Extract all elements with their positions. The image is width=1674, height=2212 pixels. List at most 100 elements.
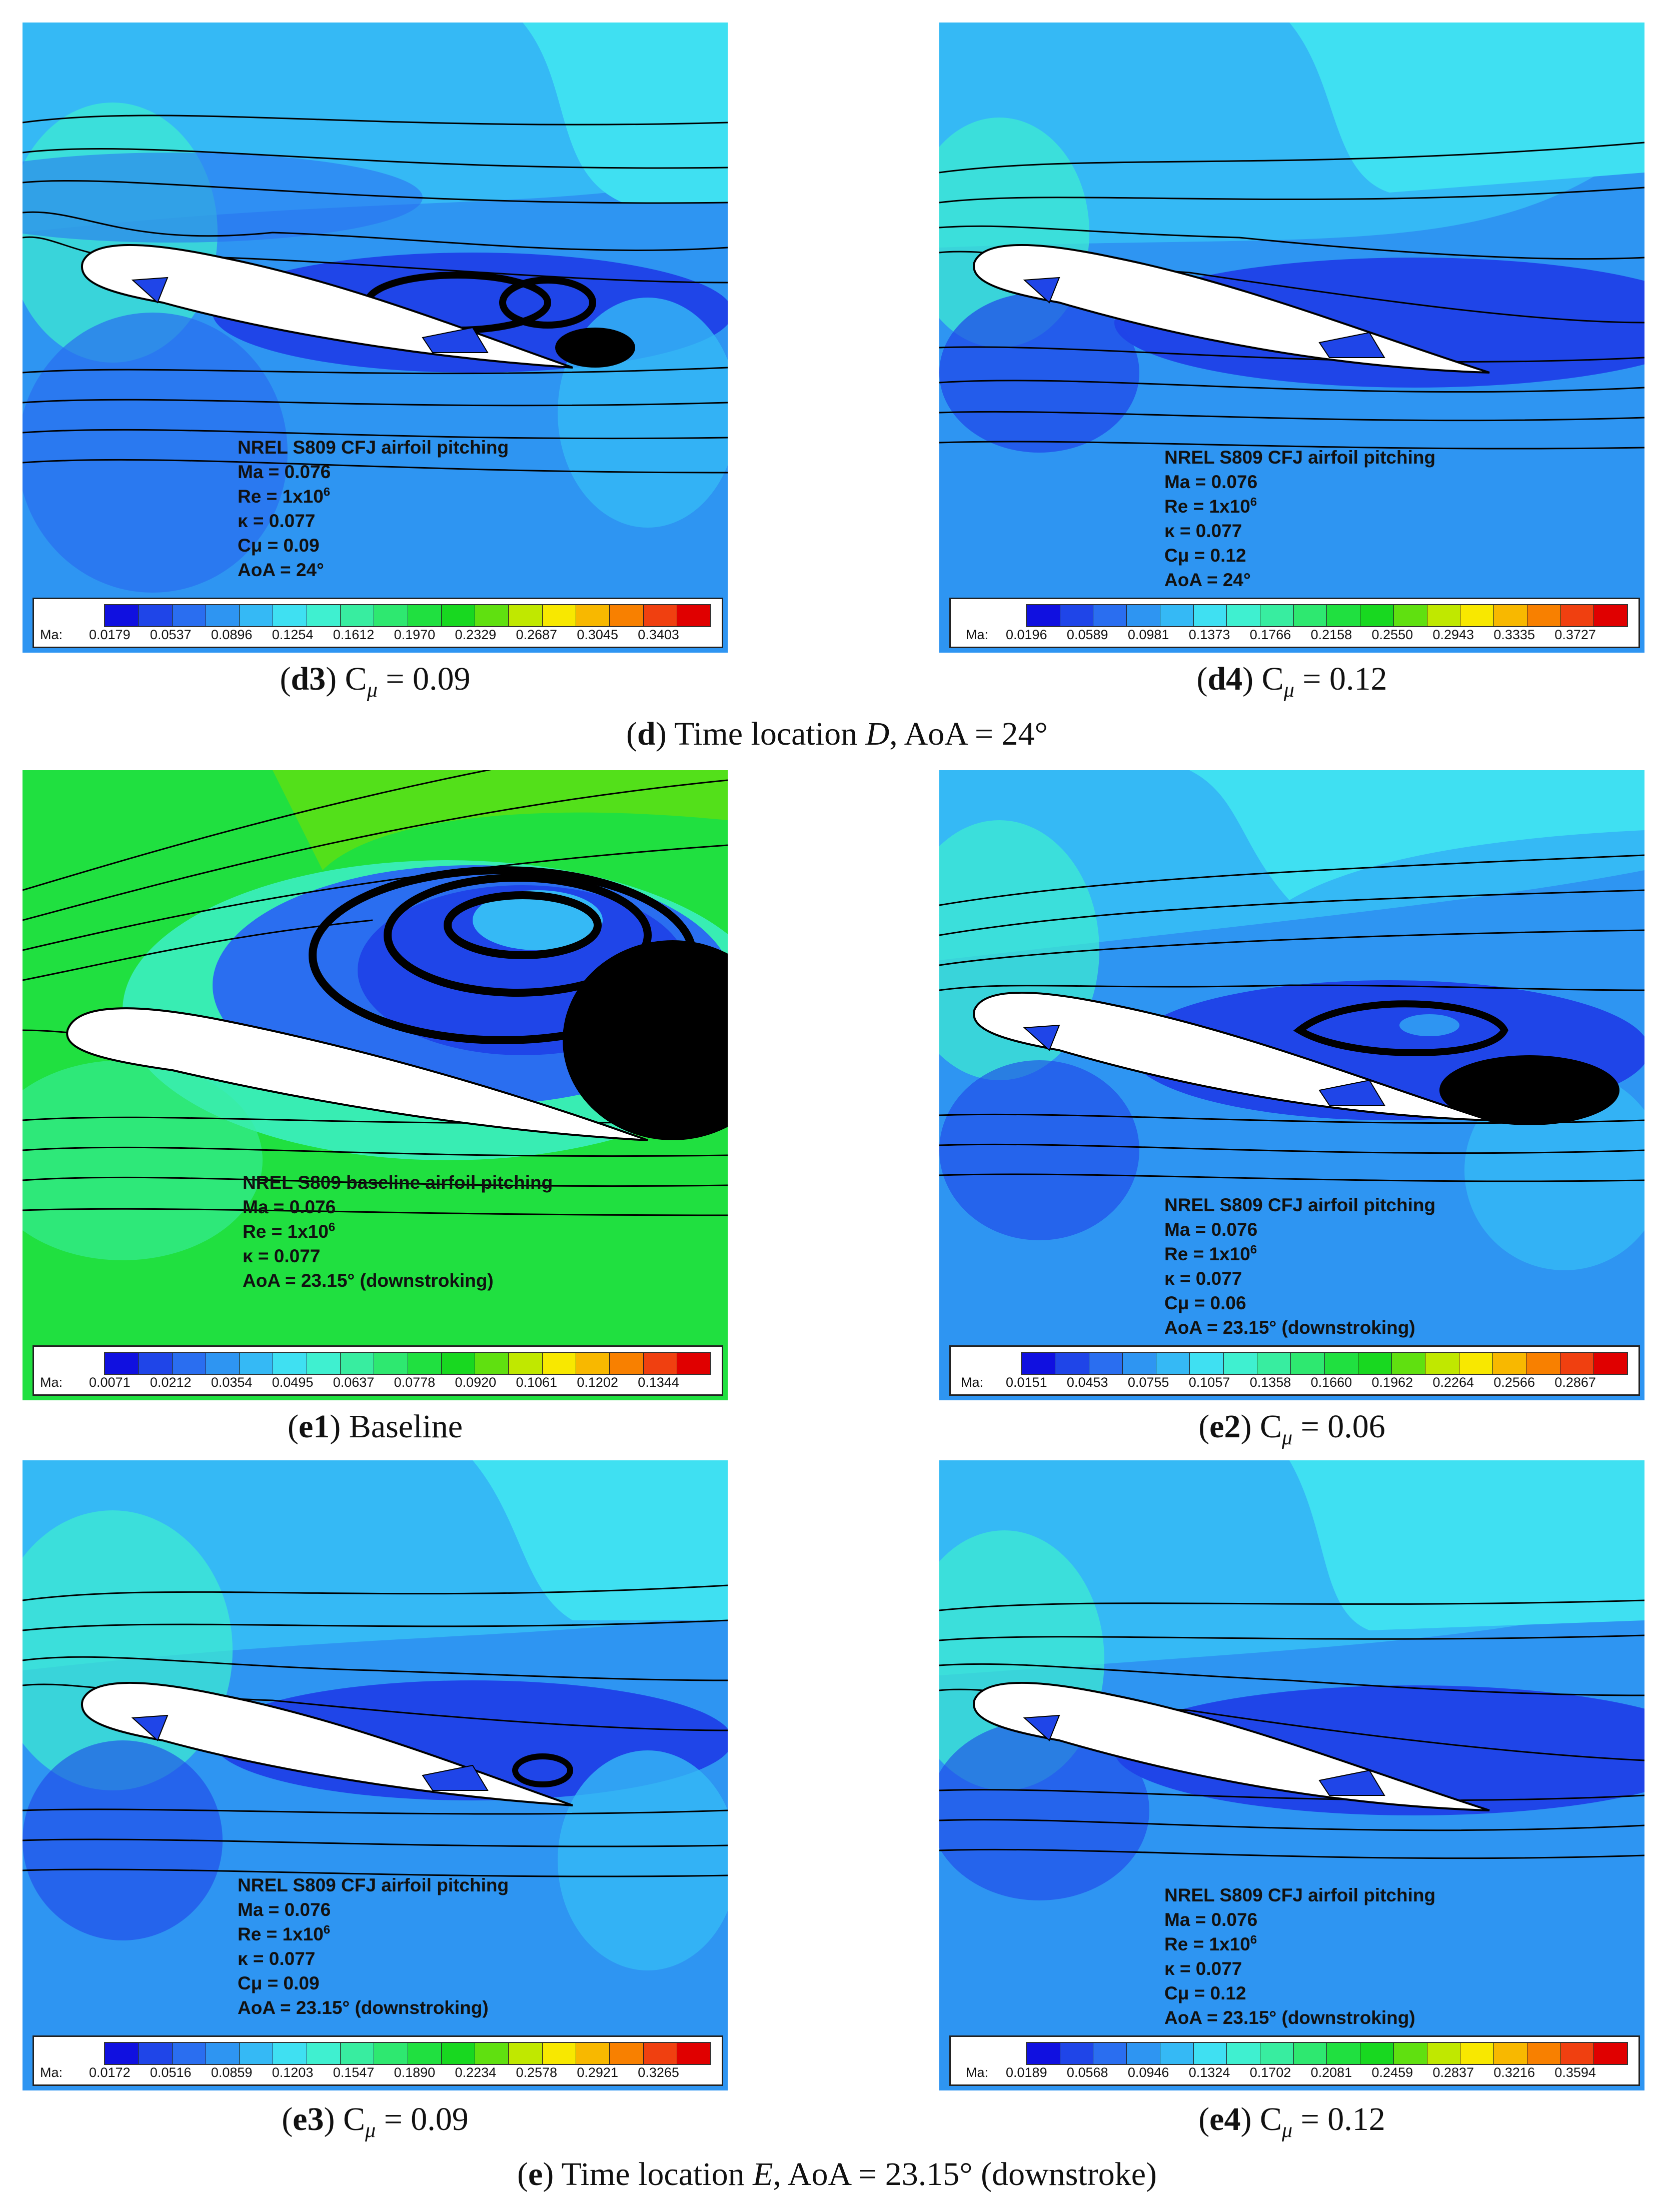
colormap-swatch xyxy=(273,605,307,626)
colormap-swatch xyxy=(576,1353,610,1374)
colormap-swatch xyxy=(1460,605,1494,626)
legend-tick-label: 0.0859 xyxy=(211,2065,253,2080)
legend-tick-label: 0.0946 xyxy=(1127,2065,1169,2080)
legend-tick-label: 0.1547 xyxy=(333,2065,375,2080)
legend-tick-label: 0.0189 xyxy=(1006,2065,1047,2080)
legend-tick-label: 0.2550 xyxy=(1371,627,1413,642)
panel-d3: NREL S809 CFJ airfoil pitching Ma = 0.07… xyxy=(23,23,728,653)
legend-label: Ma: xyxy=(40,627,63,642)
colormap-swatch xyxy=(677,1353,711,1374)
colormap-swatch xyxy=(1393,2043,1427,2064)
colormap-swatch xyxy=(475,605,509,626)
colormap-swatch xyxy=(1460,2043,1494,2064)
colormap-swatch xyxy=(273,2043,307,2064)
legend-e2: Ma: 0.0151 0.0453 0.0755 0.1057 0.1358 0.1660… xyxy=(949,1345,1640,1396)
legend-tick-label: 0.3216 xyxy=(1493,2065,1535,2080)
colormap-swatch xyxy=(1526,1353,1560,1374)
colormap-swatch xyxy=(105,1353,139,1374)
panel-d4: NREL S809 CFJ airfoil pitching Ma = 0.07… xyxy=(939,23,1644,653)
colormap-swatch xyxy=(1127,605,1160,626)
info-ma: Ma = 0.076 xyxy=(243,1197,336,1217)
legend-tick-label: 0.0495 xyxy=(272,1375,314,1390)
legend-tick-label: 0.1373 xyxy=(1188,627,1230,642)
legend-tick-label: 0.1057 xyxy=(1188,1375,1230,1390)
colormap-swatch xyxy=(1494,2043,1527,2064)
legend-tick-label: 0.1970 xyxy=(394,627,436,642)
colormap-swatch xyxy=(240,2043,274,2064)
legend-ticks: 0.0151 0.0453 0.0755 0.1057 0.1358 0.1660 0.19… xyxy=(1006,1375,1596,1390)
legend-label: Ma: xyxy=(40,2065,63,2080)
info-title: NREL S809 CFJ airfoil pitching xyxy=(1164,1195,1436,1215)
colormap-swatch xyxy=(1093,605,1127,626)
caption-e4: (e4) Cμ = 0.12 xyxy=(1198,2101,1385,2142)
legend-tick-label: 0.0920 xyxy=(455,1375,497,1390)
colormap-swatch xyxy=(509,2043,543,2064)
colormap-swatch xyxy=(1160,605,1194,626)
colormap-swatch xyxy=(139,2043,173,2064)
info-block-e2: NREL S809 CFJ airfoil pitching Ma = 0.07… xyxy=(1164,1193,1435,1340)
colormap-swatch xyxy=(576,2043,610,2064)
legend-tick-label: 0.2264 xyxy=(1432,1375,1474,1390)
legend-tick-label: 0.0568 xyxy=(1066,2065,1108,2080)
legend-tick-label: 0.0637 xyxy=(333,1375,375,1390)
colormap-swatch xyxy=(1393,605,1427,626)
info-block-d4: NREL S809 CFJ airfoil pitching Ma = 0.07… xyxy=(1164,445,1435,592)
colormap-swatch xyxy=(542,1353,576,1374)
colormap-swatch xyxy=(172,2043,206,2064)
airfoil-shape xyxy=(66,1007,648,1141)
colormap-swatch xyxy=(1190,1353,1224,1374)
colormap-swatch xyxy=(307,605,341,626)
panel-e4: NREL S809 CFJ airfoil pitching Ma = 0.07… xyxy=(939,1460,1644,2090)
colormap-swatch xyxy=(1227,605,1261,626)
colormap-swatch xyxy=(1494,605,1527,626)
colormap-swatch xyxy=(1027,2043,1060,2064)
colormap-swatch xyxy=(1293,605,1327,626)
colormap-swatch xyxy=(677,605,711,626)
legend-label: Ma: xyxy=(961,1375,984,1390)
colormap-swatch xyxy=(1360,605,1394,626)
colormap-bar xyxy=(104,2042,711,2065)
info-title: NREL S809 baseline airfoil pitching xyxy=(243,1172,553,1193)
legend-tick-label: 0.1702 xyxy=(1249,2065,1291,2080)
legend-tick-label: 0.0516 xyxy=(150,2065,192,2080)
legend-tick-label: 0.0755 xyxy=(1127,1375,1169,1390)
legend-tick-label: 0.0537 xyxy=(150,627,192,642)
group-caption-e: (e) Time location E, AoA = 23.15° (downs… xyxy=(517,2156,1157,2192)
info-ma: Ma = 0.076 xyxy=(238,462,331,482)
legend-tick-label: 0.1962 xyxy=(1371,1375,1413,1390)
legend-tick-label: 0.0151 xyxy=(1006,1375,1047,1390)
colormap-swatch xyxy=(307,2043,341,2064)
legend-tick-label: 0.0071 xyxy=(89,1375,131,1390)
colormap-swatch xyxy=(441,1353,476,1374)
colormap-swatch xyxy=(172,1353,206,1374)
legend-tick-label: 0.2943 xyxy=(1432,627,1474,642)
info-block-e4: NREL S809 CFJ airfoil pitching Ma = 0.07… xyxy=(1164,1883,1435,2030)
colormap-swatch xyxy=(139,1353,173,1374)
colormap-bar xyxy=(1021,1352,1628,1375)
legend-tick-label: 0.1061 xyxy=(516,1375,558,1390)
info-aoa: AoA = 23.15° (downstroking) xyxy=(1164,1317,1415,1338)
colormap-swatch xyxy=(1160,2043,1194,2064)
legend-tick-label: 0.2687 xyxy=(516,627,558,642)
colormap-swatch xyxy=(307,1353,341,1374)
colormap-swatch xyxy=(1527,2043,1561,2064)
colormap-swatch xyxy=(105,2043,139,2064)
info-re: Re = 1x106 xyxy=(1164,495,1257,517)
colormap-swatch xyxy=(139,605,173,626)
colormap-swatch xyxy=(1327,2043,1361,2064)
legend-tick-label: 0.2459 xyxy=(1371,2065,1413,2080)
colormap-swatch xyxy=(1527,605,1561,626)
legend-tick-label: 0.0179 xyxy=(89,627,131,642)
colormap-swatch xyxy=(240,1353,274,1374)
info-ma: Ma = 0.076 xyxy=(238,1899,331,1920)
caption-d3: (d3) Cμ = 0.09 xyxy=(280,661,471,702)
legend-tick-label: 0.3265 xyxy=(638,2065,679,2080)
legend-tick-label: 0.2081 xyxy=(1310,2065,1352,2080)
legend-d4: Ma: 0.0196 0.0589 0.0981 0.1373 0.1766 0.2158… xyxy=(949,598,1640,648)
colormap-swatch xyxy=(1560,1353,1594,1374)
legend-tick-label: 0.1203 xyxy=(272,2065,314,2080)
legend-tick-label: 0.2158 xyxy=(1310,627,1352,642)
colormap-swatch xyxy=(542,605,576,626)
colormap-swatch xyxy=(105,605,139,626)
legend-tick-label: 0.1612 xyxy=(333,627,375,642)
